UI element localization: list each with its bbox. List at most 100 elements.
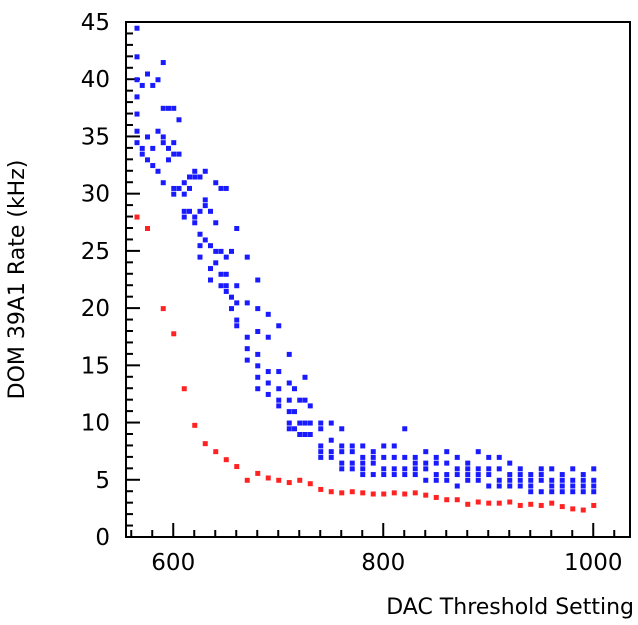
blue-data-point — [549, 483, 555, 489]
red-data-point — [328, 489, 334, 495]
red-data-point — [559, 504, 565, 510]
blue-data-point — [391, 454, 397, 460]
blue-data-point — [208, 266, 213, 272]
blue-data-point — [349, 443, 355, 449]
red-data-point — [591, 502, 597, 508]
blue-data-point — [507, 483, 513, 489]
blue-data-point — [360, 466, 366, 472]
blue-data-point — [339, 443, 345, 449]
blue-data-point — [234, 283, 240, 289]
blue-data-point — [208, 243, 213, 249]
blue-data-point — [202, 197, 208, 203]
blue-data-point — [255, 329, 261, 334]
plot-frame — [125, 21, 631, 538]
blue-data-point — [318, 443, 324, 449]
blue-data-point — [202, 237, 208, 243]
red-data-point — [134, 214, 140, 220]
blue-data-point — [286, 426, 292, 432]
blue-data-point — [402, 466, 408, 472]
blue-data-point — [402, 472, 408, 478]
blue-data-point — [297, 397, 303, 403]
red-data-point — [465, 501, 471, 507]
x-tick-label: 800 — [361, 550, 405, 576]
blue-data-point — [465, 472, 471, 478]
blue-data-point — [265, 380, 271, 386]
blue-data-point — [486, 454, 492, 460]
blue-data-point — [591, 466, 597, 472]
red-data-point — [349, 489, 355, 495]
blue-data-point — [549, 477, 555, 483]
blue-data-point — [265, 334, 271, 340]
blue-data-point — [328, 449, 334, 455]
blue-data-point — [286, 380, 292, 386]
blue-data-point — [412, 472, 418, 478]
red-data-point — [370, 491, 376, 497]
blue-data-point — [213, 180, 219, 186]
red-data-point — [538, 502, 544, 508]
blue-data-point — [276, 369, 282, 375]
blue-data-point — [244, 300, 250, 306]
blue-data-point — [160, 134, 166, 140]
blue-data-point — [423, 466, 429, 472]
blue-data-point — [155, 128, 161, 134]
blue-data-point — [549, 489, 555, 495]
blue-data-point — [223, 254, 229, 260]
blue-data-point — [302, 432, 308, 437]
blue-data-point — [391, 443, 397, 449]
blue-data-point — [517, 472, 523, 478]
blue-data-point — [433, 454, 439, 460]
red-data-point — [202, 441, 208, 447]
blue-data-point — [244, 357, 250, 363]
blue-data-point — [580, 477, 586, 483]
blue-data-point — [302, 397, 308, 403]
blue-data-point — [538, 472, 544, 478]
red-data-point — [234, 464, 240, 470]
blue-data-point — [402, 426, 408, 432]
blue-data-point — [402, 454, 408, 460]
blue-data-point — [160, 105, 166, 111]
blue-data-point — [265, 311, 271, 317]
blue-data-point — [150, 145, 156, 151]
blue-data-point — [444, 477, 450, 483]
y-axis-title: DOM 39A1 Rate (kHz) — [5, 160, 30, 400]
blue-data-point — [171, 185, 177, 191]
blue-data-point — [559, 472, 565, 478]
blue-data-point — [381, 443, 387, 449]
blue-data-point — [234, 317, 240, 323]
red-data-point — [244, 477, 250, 483]
blue-data-point — [134, 111, 140, 117]
blue-data-point — [286, 420, 292, 426]
blue-data-point — [234, 300, 240, 306]
blue-data-point — [423, 477, 429, 483]
x-tick-label: 600 — [151, 550, 195, 576]
blue-data-point — [349, 460, 355, 466]
blue-data-point — [339, 449, 345, 455]
blue-data-point — [559, 477, 565, 483]
blue-data-point — [286, 409, 292, 415]
blue-data-point — [160, 180, 166, 186]
blue-data-point — [192, 168, 198, 174]
blue-data-point — [145, 134, 150, 140]
red-data-point — [213, 449, 219, 455]
blue-data-point — [339, 426, 345, 432]
blue-data-point — [202, 168, 208, 174]
blue-data-point — [223, 283, 229, 289]
red-data-point — [286, 480, 292, 486]
blue-data-point — [496, 483, 502, 489]
blue-data-point — [218, 185, 224, 191]
blue-data-point — [166, 157, 171, 163]
blue-data-point — [549, 466, 555, 472]
y-tick-label: 20 — [81, 296, 110, 322]
blue-data-point — [528, 472, 534, 478]
blue-data-point — [197, 208, 203, 214]
blue-data-point — [234, 226, 240, 231]
y-tick-label: 10 — [81, 411, 110, 437]
blue-data-point — [192, 214, 198, 220]
blue-data-point — [475, 449, 481, 455]
blue-data-point — [349, 466, 355, 472]
blue-data-point — [208, 277, 213, 283]
blue-data-point — [171, 140, 177, 146]
red-data-point — [223, 457, 229, 463]
red-data-point — [475, 499, 481, 505]
